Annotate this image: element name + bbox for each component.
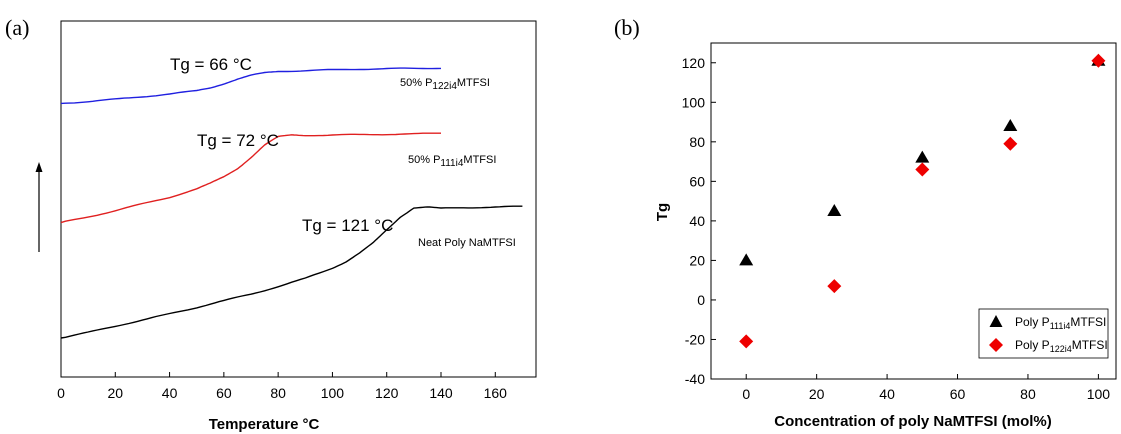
panel-a-x-ticks: 0 20 40 60 80 100 120 140 160 (57, 372, 507, 401)
panel-a-series-line-1 (60, 132, 441, 224)
panel-a-dsc-plot: 0 20 40 60 80 100 120 140 160 Tg = 66 °C50% P122… (35, 20, 537, 433)
panel-a-x-tick-label-0: 0 (57, 385, 65, 401)
legend-entry-2: Poly P122i4MTFSI (1015, 338, 1108, 354)
panel-b-y-ticks: -40 -20 0 20 40 60 80 100 120 (682, 55, 716, 387)
panel-a-series-line-2 (60, 205, 523, 339)
panel-a-x-tick-label-7: 140 (429, 385, 453, 401)
panel-b-point-s0-0 (739, 253, 754, 266)
legend-entry-1-tail: MTFSI (1070, 315, 1106, 329)
panel-a-series-name-0: 50% P122i4MTFSI (400, 77, 490, 92)
panel-a-series-name-main-0: 50% P (400, 77, 432, 89)
panel-a-tg-label-2: Tg = 121 °C (302, 216, 393, 235)
panel-b-point-s0-2 (915, 150, 930, 163)
panel-b-y-tick-label-7: 100 (682, 94, 706, 110)
panel-a-series-line-0 (60, 67, 442, 105)
panel-a-x-axis-unit: °C (302, 416, 319, 433)
panel-b-x-tick-label-4: 80 (1020, 386, 1036, 402)
legend-entry-2-main: Poly P (1015, 338, 1050, 352)
legend-box (978, 308, 1109, 359)
panel-a-x-axis-title: Temperature °C (209, 416, 320, 433)
heat-flow-arrow-head (35, 162, 43, 172)
panel-b-frame (710, 42, 1117, 380)
panel-a-label: (a) (5, 15, 29, 40)
panel-b-x-tick-label-5: 100 (1087, 386, 1111, 402)
panel-a-tg-label-0: Tg = 66 °C (170, 55, 252, 74)
panel-b-point-s1-0 (739, 334, 754, 349)
panel-b-legend: Poly P111i4MTFSI Poly P122i4MTFSI (978, 308, 1109, 359)
panel-a-x-tick-label-5: 100 (321, 385, 345, 401)
panel-b-y-tick-label-8: 120 (682, 55, 706, 71)
panel-a-x-axis-title-main: Temperature (209, 416, 299, 433)
panel-b-point-s0-1 (827, 204, 842, 216)
panel-a-series-name-tail-0: MTFSI (457, 77, 490, 89)
panel-b-x-axis-title: Concentration of poly NaMTFSI (mol%) (774, 413, 1052, 430)
legend-entry-2-sub: 122i4 (1050, 344, 1072, 354)
legend-entry-1: Poly P111i4MTFSI (1015, 315, 1106, 331)
panel-a-series-name-2: Neat Poly NaMTFSI (418, 237, 516, 249)
panel-a-lines (60, 67, 523, 339)
panel-b-x-tick-label-2: 40 (879, 386, 895, 402)
panel-b-y-tick-label-0: -40 (685, 371, 705, 387)
panel-a-x-tick-label-6: 120 (375, 385, 399, 401)
legend-marker-triangle (989, 315, 1003, 327)
panel-b-y-tick-label-6: 80 (689, 134, 705, 150)
panel-b-y-tick-label-3: 20 (689, 252, 705, 268)
panel-a-frame (60, 20, 537, 378)
panel-a-x-tick-label-3: 60 (216, 385, 232, 401)
panel-b-x-tick-label-3: 60 (950, 386, 966, 402)
panel-b-x-tick-label-0: 0 (742, 386, 750, 402)
panel-b-y-tick-label-5: 60 (689, 173, 705, 189)
panel-b-y-tick-label-4: 40 (689, 213, 705, 229)
panel-a-series-name-sub-1: 111i4 (440, 158, 463, 169)
panel-a-x-tick-label-4: 80 (270, 385, 286, 401)
legend-marker-diamond (989, 338, 1003, 352)
panel-b-x-ticks: 0 20 40 60 80 100 (742, 374, 1110, 402)
legend-entry-1-main: Poly P (1015, 315, 1050, 329)
panel-b-y-tick-label-2: 0 (697, 292, 705, 308)
legend-entry-2-tail: MTFSI (1072, 338, 1108, 352)
panel-b-point-s1-4 (1091, 53, 1106, 68)
legend-entry-1-sub: 111i4 (1050, 321, 1071, 331)
panel-a-series-name-tail-1: MTFSI (463, 154, 496, 166)
panel-a-series-name-main-1: 50% P (408, 154, 440, 166)
panel-a-series-name-sub-0: 122i4 (432, 81, 457, 92)
panel-b-x-tick-label-1: 20 (809, 386, 825, 402)
panel-b-point-s1-3 (1003, 136, 1018, 151)
panel-b-point-s1-1 (827, 279, 842, 294)
panel-a-tg-label-1: Tg = 72 °C (197, 131, 279, 150)
panel-b-y-axis-title: Tg (654, 203, 671, 221)
panel-a-x-tick-label-2: 40 (162, 385, 178, 401)
panel-b-point-s0-3 (1003, 119, 1018, 131)
panel-a-series-name-1: 50% P111i4MTFSI (408, 154, 496, 169)
panel-a-series-name-main-2: Neat Poly NaMTFSI (418, 237, 516, 249)
panel-b-point-s1-2 (915, 162, 930, 177)
panel-b-label: (b) (614, 15, 640, 40)
panel-b-scatter-plot: 0 20 40 60 80 100 -40 -20 0 20 40 60 80 100 120 Conce… (654, 42, 1117, 430)
panel-b-y-tick-label-1: -20 (685, 331, 705, 347)
panel-a-x-tick-label-1: 20 (107, 385, 123, 401)
panel-b-points (739, 53, 1106, 349)
panel-a-x-tick-label-8: 160 (484, 385, 508, 401)
